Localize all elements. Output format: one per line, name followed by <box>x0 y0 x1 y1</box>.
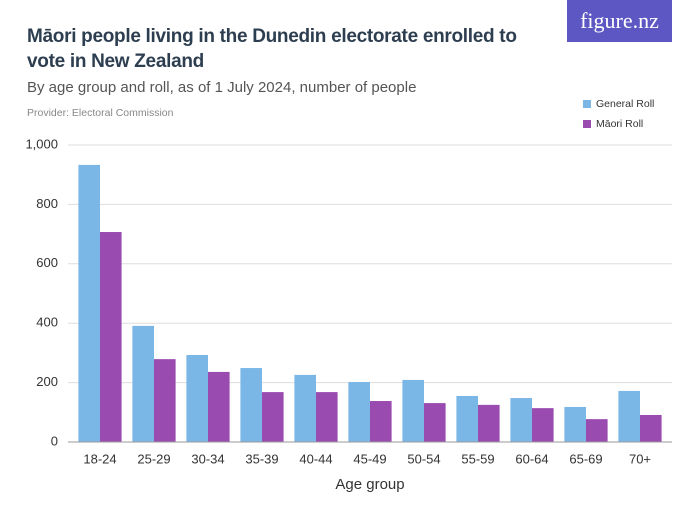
bar <box>348 382 370 442</box>
bar <box>586 419 608 442</box>
x-tick-label: 65-69 <box>569 451 602 466</box>
chart-subtitle: By age group and roll, as of 1 July 2024… <box>27 79 417 96</box>
x-axis-label: Age group <box>335 476 404 493</box>
x-tick-label: 25-29 <box>137 451 170 466</box>
bar <box>370 401 392 442</box>
x-tick-label: 40-44 <box>299 451 332 466</box>
x-tick-label: 30-34 <box>191 451 224 466</box>
bar <box>564 406 586 442</box>
bar <box>478 404 500 442</box>
logo[interactable]: figure.nz <box>567 0 672 42</box>
bar <box>424 403 446 442</box>
y-tick-label: 0 <box>51 433 58 448</box>
bar <box>262 392 284 442</box>
bar <box>186 354 208 442</box>
bar <box>532 408 554 442</box>
bar <box>640 414 662 442</box>
bar <box>78 164 100 443</box>
bar <box>132 325 154 442</box>
x-tick-label: 70+ <box>629 451 651 466</box>
bar <box>618 390 640 442</box>
y-tick-label: 800 <box>36 196 58 211</box>
provider: Provider: Electoral Commission <box>27 107 174 119</box>
bar <box>316 392 338 442</box>
bar <box>402 379 424 442</box>
legend-swatch <box>583 120 591 128</box>
bar <box>100 232 122 442</box>
x-tick-label: 45-49 <box>353 451 386 466</box>
y-tick-label: 200 <box>36 374 58 389</box>
legend-label: General Roll <box>596 98 654 110</box>
y-tick-label: 400 <box>36 315 58 330</box>
bar <box>154 359 176 442</box>
bar <box>456 395 478 442</box>
chart-title: Māori people living in the Dunedin elect… <box>27 26 517 72</box>
bar <box>240 368 262 442</box>
bar <box>510 398 532 442</box>
bar <box>208 371 230 442</box>
legend-swatch <box>583 100 591 108</box>
bar <box>294 374 316 442</box>
legend-label: Māori Roll <box>596 118 643 130</box>
x-tick-label: 60-64 <box>515 451 548 466</box>
x-tick-label: 35-39 <box>245 451 278 466</box>
y-tick-label: 600 <box>36 255 58 270</box>
x-tick-label: 18-24 <box>83 451 116 466</box>
x-tick-label: 55-59 <box>461 451 494 466</box>
y-tick-label: 1,000 <box>25 136 58 151</box>
x-tick-label: 50-54 <box>407 451 440 466</box>
